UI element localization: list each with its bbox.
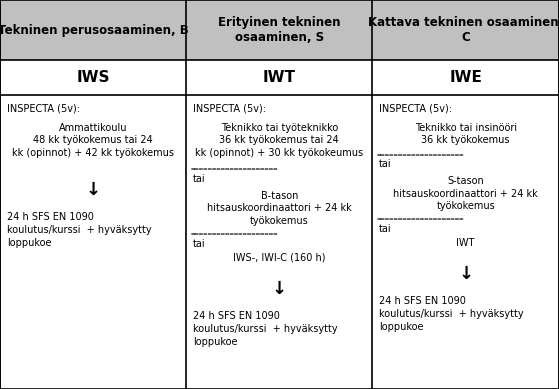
Text: ====================: ==================== (191, 166, 278, 172)
Text: Erityinen tekninen
osaaminen, S: Erityinen tekninen osaaminen, S (218, 16, 340, 44)
Text: Teknikko tai insinööri
36 kk työkokemus: Teknikko tai insinööri 36 kk työkokemus (415, 123, 517, 145)
Text: tai: tai (193, 174, 206, 184)
Bar (0, 0, 186, 60)
Text: 24 h SFS EN 1090
koulutus/kurssi  + hyväksytty
loppukoe: 24 h SFS EN 1090 koulutus/kurssi + hyväk… (193, 311, 338, 347)
Text: IWE: IWE (449, 70, 482, 85)
Text: ↓: ↓ (272, 280, 287, 298)
Text: IWS-, IWI-C (160 h): IWS-, IWI-C (160 h) (233, 253, 325, 263)
Text: ↓: ↓ (86, 181, 101, 199)
Text: ====================: ==================== (191, 231, 278, 237)
Text: Ammattikoulu
48 kk työkokemus tai 24
kk (opinnot) + 42 kk työkokemus: Ammattikoulu 48 kk työkokemus tai 24 kk … (12, 123, 174, 158)
Text: tai: tai (193, 239, 206, 249)
Text: tai: tai (379, 159, 392, 170)
Text: 24 h SFS EN 1090
koulutus/kurssi  + hyväksytty
loppukoe: 24 h SFS EN 1090 koulutus/kurssi + hyväk… (7, 212, 151, 248)
Text: ↓: ↓ (458, 265, 473, 283)
Text: IWT: IWT (457, 238, 475, 248)
Text: ====================: ==================== (377, 152, 465, 158)
Bar (372, 0, 559, 60)
Text: INSPECTA (5v):: INSPECTA (5v): (379, 103, 452, 113)
Text: INSPECTA (5v):: INSPECTA (5v): (193, 103, 266, 113)
Text: 24 h SFS EN 1090
koulutus/kurssi  + hyväksytty
loppukoe: 24 h SFS EN 1090 koulutus/kurssi + hyväk… (379, 296, 524, 332)
Text: B-tason
hitsauskoordinaattori + 24 kk
työkokemus: B-tason hitsauskoordinaattori + 24 kk ty… (207, 191, 352, 226)
Text: INSPECTA (5v):: INSPECTA (5v): (7, 103, 80, 113)
Text: Teknikko tai työteknikko
36 kk työkokemus tai 24
kk (opinnot) + 30 kk työkokeumu: Teknikko tai työteknikko 36 kk työkokemu… (195, 123, 363, 158)
Text: tai: tai (379, 224, 392, 234)
Bar (186, 0, 372, 60)
Text: Kattava tekninen osaaminen,
C: Kattava tekninen osaaminen, C (368, 16, 559, 44)
Text: IWS: IWS (77, 70, 110, 85)
Text: ====================: ==================== (377, 216, 465, 222)
Text: S-tason
hitsauskoordinaattori + 24 kk
työkokemus: S-tason hitsauskoordinaattori + 24 kk ty… (394, 176, 538, 212)
Text: Tekninen perusosaaminen, B: Tekninen perusosaaminen, B (0, 24, 188, 37)
Text: IWT: IWT (263, 70, 296, 85)
